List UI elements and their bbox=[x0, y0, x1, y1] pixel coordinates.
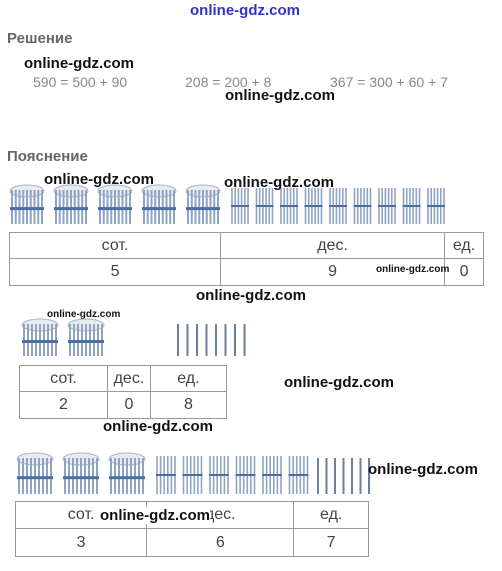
value-tens: 0 bbox=[107, 391, 151, 419]
ten-bundle bbox=[262, 456, 282, 494]
header-hundreds: сот. bbox=[8, 232, 222, 259]
header-units: ед. bbox=[444, 232, 484, 259]
watermark: online-gdz.com bbox=[100, 507, 210, 524]
header-tens: дес. bbox=[107, 365, 151, 392]
place-value-table-208: сот. дес. ед. 2 0 8 bbox=[18, 365, 228, 419]
watermark: online-gdz.com bbox=[376, 264, 450, 275]
equation-2: 208 = 200 + 8 bbox=[185, 74, 272, 90]
ten-bundle bbox=[304, 188, 323, 224]
watermark: online-gdz.com bbox=[225, 87, 335, 104]
value-hundreds: 3 bbox=[14, 528, 148, 557]
ten-bundle bbox=[280, 188, 298, 224]
ten-bundle bbox=[402, 188, 421, 224]
hundred-bundle bbox=[9, 184, 45, 224]
value-units: 8 bbox=[149, 391, 228, 419]
value-units: 7 bbox=[293, 528, 369, 557]
value-hundreds: 2 bbox=[18, 391, 109, 419]
ten-bundle bbox=[378, 188, 396, 224]
hundred-bundle bbox=[141, 184, 177, 224]
value-units: 0 bbox=[444, 258, 484, 286]
solution-heading: Решение bbox=[7, 30, 73, 47]
value-tens: 9 bbox=[220, 258, 446, 286]
explanation-heading: Пояснение bbox=[7, 148, 88, 165]
ten-bundle bbox=[427, 188, 445, 224]
header-hundreds: сот. bbox=[18, 365, 109, 392]
place-value-table-590: сот. дес. ед. 5 9 0 bbox=[8, 232, 484, 286]
watermark: online-gdz.com bbox=[47, 309, 121, 320]
hundred-bundle bbox=[53, 184, 89, 224]
ten-bundle bbox=[156, 456, 176, 494]
header-units: ед. bbox=[293, 501, 369, 529]
ten-bundle bbox=[209, 456, 229, 494]
watermark: online-gdz.com bbox=[103, 418, 213, 435]
watermark: online-gdz.com bbox=[284, 374, 394, 391]
hundred-bundle bbox=[185, 184, 221, 224]
ten-bundle bbox=[329, 188, 347, 224]
ten-bundle bbox=[288, 456, 309, 494]
watermark: online-gdz.com bbox=[24, 55, 134, 72]
ten-bundle bbox=[255, 188, 274, 224]
ten-bundle bbox=[182, 456, 203, 494]
hundred-bundle bbox=[67, 318, 105, 356]
hundred-bundle bbox=[62, 452, 100, 494]
header-units: ед. bbox=[149, 365, 228, 392]
value-hundreds: 5 bbox=[8, 258, 222, 286]
ten-bundle bbox=[231, 188, 249, 224]
ten-bundle bbox=[235, 456, 256, 494]
equation-1: 590 = 500 + 90 bbox=[33, 74, 128, 90]
hundred-bundle bbox=[21, 318, 59, 356]
hundred-bundle bbox=[97, 184, 133, 224]
sticks-illustration-367 bbox=[16, 452, 370, 494]
sticks-illustration-590 bbox=[9, 184, 445, 224]
hundred-bundle bbox=[16, 452, 54, 494]
header-tens: дес. bbox=[220, 232, 446, 259]
watermark: online-gdz.com bbox=[224, 174, 334, 191]
watermark: online-gdz.com bbox=[196, 287, 306, 304]
ten-bundle bbox=[353, 188, 372, 224]
watermark-top: online-gdz.com bbox=[190, 2, 300, 19]
place-value-table-367: сот. дес. ед. 3 6 7 bbox=[14, 501, 369, 557]
hundred-bundle bbox=[108, 452, 146, 494]
watermark: online-gdz.com bbox=[44, 171, 154, 188]
watermark: online-gdz.com bbox=[368, 461, 478, 478]
value-tens: 6 bbox=[146, 528, 295, 557]
equation-3: 367 = 300 + 60 + 7 bbox=[330, 74, 448, 90]
sticks-illustration-208 bbox=[21, 318, 246, 356]
